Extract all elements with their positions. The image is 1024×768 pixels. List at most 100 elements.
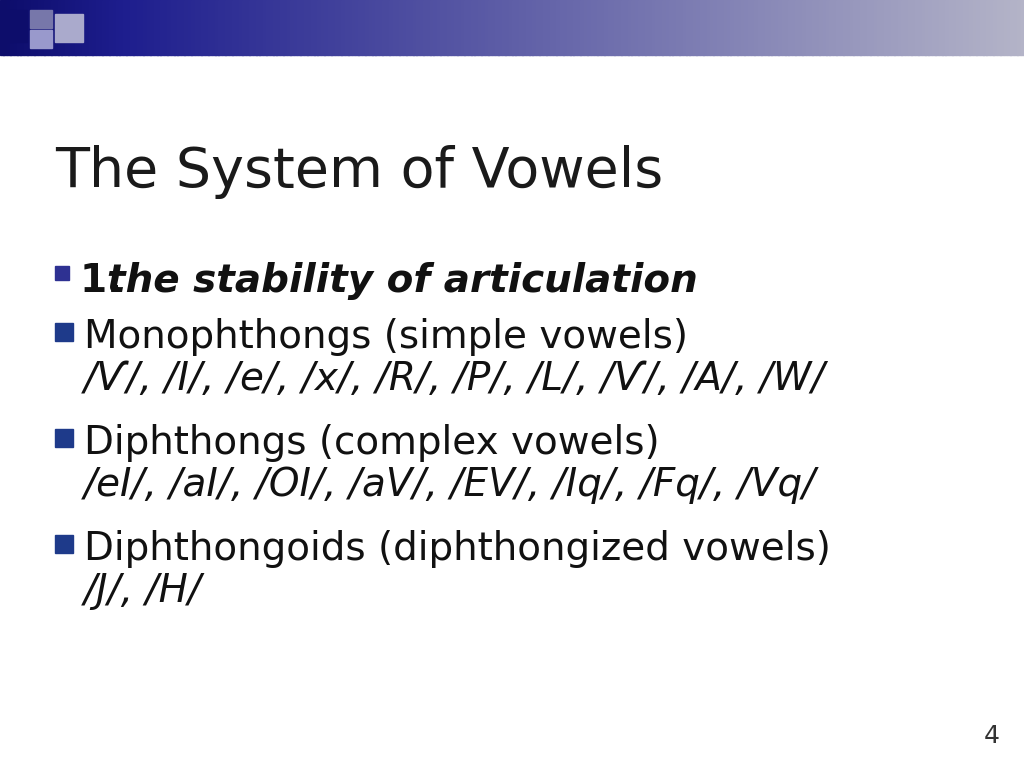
Bar bbox=[870, 0, 874, 55]
Bar bbox=[171, 0, 174, 55]
Text: Diphthongoids (diphthongized vowels): Diphthongoids (diphthongized vowels) bbox=[84, 530, 830, 568]
Bar bbox=[652, 0, 655, 55]
Bar bbox=[775, 0, 778, 55]
Bar bbox=[911, 0, 915, 55]
Bar bbox=[628, 0, 632, 55]
Bar bbox=[573, 0, 578, 55]
Bar bbox=[82, 0, 86, 55]
Bar bbox=[935, 0, 939, 55]
Bar bbox=[287, 0, 291, 55]
Bar bbox=[140, 0, 143, 55]
Bar bbox=[307, 0, 311, 55]
Bar bbox=[358, 0, 362, 55]
Bar bbox=[195, 0, 199, 55]
Bar bbox=[481, 0, 485, 55]
Bar bbox=[5, 10, 27, 42]
Bar bbox=[161, 0, 164, 55]
Bar bbox=[386, 0, 389, 55]
Bar bbox=[525, 0, 529, 55]
Bar bbox=[601, 0, 604, 55]
Text: /J/, /H/: /J/, /H/ bbox=[84, 572, 202, 610]
Bar bbox=[1007, 0, 1011, 55]
Bar bbox=[341, 0, 345, 55]
Bar bbox=[826, 0, 829, 55]
Bar bbox=[205, 0, 209, 55]
Bar bbox=[146, 0, 151, 55]
Bar bbox=[443, 0, 447, 55]
Bar bbox=[143, 0, 147, 55]
Bar bbox=[611, 0, 614, 55]
Bar bbox=[10, 0, 14, 55]
Bar bbox=[529, 0, 532, 55]
Bar bbox=[276, 0, 281, 55]
Bar bbox=[812, 0, 816, 55]
Bar bbox=[392, 0, 396, 55]
Bar bbox=[44, 0, 48, 55]
Bar bbox=[819, 0, 823, 55]
Bar bbox=[891, 0, 895, 55]
Bar bbox=[829, 0, 834, 55]
Bar bbox=[843, 0, 847, 55]
Bar bbox=[809, 0, 813, 55]
Bar bbox=[382, 0, 386, 55]
Bar bbox=[51, 0, 55, 55]
Bar bbox=[433, 0, 437, 55]
Bar bbox=[768, 0, 772, 55]
Bar bbox=[30, 30, 52, 48]
Bar bbox=[225, 0, 229, 55]
Bar bbox=[328, 0, 332, 55]
Bar bbox=[413, 0, 417, 55]
Bar bbox=[389, 0, 393, 55]
Bar bbox=[717, 0, 721, 55]
Bar bbox=[120, 0, 123, 55]
Bar bbox=[996, 0, 1000, 55]
Bar bbox=[546, 0, 550, 55]
Bar bbox=[577, 0, 581, 55]
Bar bbox=[249, 0, 253, 55]
Bar bbox=[976, 0, 980, 55]
Bar bbox=[164, 0, 168, 55]
Bar bbox=[85, 0, 89, 55]
Bar bbox=[69, 0, 72, 55]
Bar bbox=[499, 0, 502, 55]
Bar bbox=[556, 0, 560, 55]
Bar bbox=[184, 0, 188, 55]
Bar bbox=[1017, 0, 1021, 55]
Bar bbox=[881, 0, 885, 55]
Bar bbox=[417, 0, 420, 55]
Bar bbox=[187, 0, 191, 55]
Bar bbox=[983, 0, 987, 55]
Bar bbox=[280, 0, 284, 55]
Bar bbox=[0, 0, 4, 55]
Bar bbox=[89, 0, 92, 55]
Bar bbox=[1021, 0, 1024, 55]
Bar bbox=[55, 14, 83, 42]
Bar bbox=[458, 0, 461, 55]
Bar bbox=[581, 0, 584, 55]
Bar bbox=[515, 0, 519, 55]
Bar bbox=[945, 0, 949, 55]
Bar bbox=[973, 0, 977, 55]
Bar bbox=[54, 0, 58, 55]
Bar bbox=[734, 0, 737, 55]
Bar bbox=[355, 0, 358, 55]
Bar bbox=[908, 0, 911, 55]
Bar bbox=[857, 0, 860, 55]
Bar bbox=[215, 0, 219, 55]
Bar bbox=[955, 0, 959, 55]
Bar bbox=[686, 0, 690, 55]
Bar bbox=[294, 0, 297, 55]
Bar bbox=[113, 0, 117, 55]
Bar bbox=[617, 0, 622, 55]
Bar bbox=[321, 0, 325, 55]
Bar bbox=[822, 0, 826, 55]
Bar bbox=[468, 0, 471, 55]
Bar bbox=[61, 0, 66, 55]
Bar bbox=[594, 0, 598, 55]
Bar bbox=[72, 0, 76, 55]
Bar bbox=[676, 0, 680, 55]
Bar bbox=[655, 0, 659, 55]
Bar bbox=[474, 0, 478, 55]
Bar bbox=[587, 0, 591, 55]
Bar bbox=[478, 0, 481, 55]
